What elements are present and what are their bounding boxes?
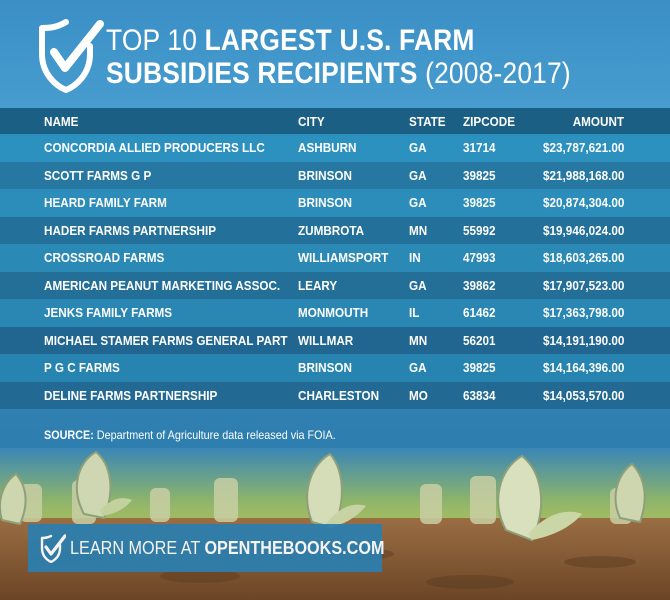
cell-zipcode: 47993 — [463, 250, 496, 266]
cell-city: MONMOUTH — [298, 305, 369, 321]
cell-zipcode: 39825 — [463, 195, 496, 211]
cell-city: BRINSON — [298, 167, 352, 183]
cell-city: ZUMBROTA — [298, 222, 365, 238]
cell-state: GA — [409, 360, 427, 376]
column-header-amount: AMOUNT — [572, 113, 624, 129]
cell-zipcode: 63834 — [463, 387, 496, 403]
cell-name: HEARD FAMILY FARM — [44, 195, 167, 211]
cell-state: MN — [409, 332, 428, 348]
column-header-name: NAME — [44, 113, 79, 129]
cell-city: ASHBURN — [298, 140, 357, 156]
cell-city: BRINSON — [298, 195, 352, 211]
cell-state: GA — [409, 277, 427, 293]
cell-zipcode: 55992 — [463, 222, 496, 238]
table-row: CROSSROAD FARMS WILLIAMSPORT IN 47993 $1… — [0, 244, 670, 272]
cell-state: IL — [409, 305, 420, 321]
cell-amount: $20,874,304.00 — [542, 195, 624, 211]
table-row: HEARD FAMILY FARM BRINSON GA 39825 $20,8… — [0, 189, 670, 217]
cell-amount: $14,053,570.00 — [542, 387, 624, 403]
cell-city: WILLIAMSPORT — [298, 250, 389, 266]
cell-amount: $17,363,798.00 — [542, 305, 624, 321]
cell-name: CROSSROAD FARMS — [44, 250, 165, 266]
cell-city: LEARY — [298, 277, 338, 293]
cell-name: DELINE FARMS PARTNERSHIP — [44, 387, 218, 403]
cell-state: MN — [409, 222, 428, 238]
cell-state: MO — [409, 387, 428, 403]
cell-amount: $18,603,265.00 — [542, 250, 624, 266]
cell-name: HADER FARMS PARTNERSHIP — [44, 222, 217, 238]
table-row: AMERICAN PEANUT MARKETING ASSOC. LEARY G… — [0, 271, 670, 299]
table-row: CONCORDIA ALLIED PRODUCERS LLC ASHBURN G… — [0, 134, 670, 162]
source-text: Department of Agriculture data released … — [93, 428, 336, 442]
table-row: P G C FARMS BRINSON GA 39825 $14,164,396… — [0, 354, 670, 382]
cell-amount: $14,164,396.00 — [542, 360, 624, 376]
table-row: DELINE FARMS PARTNERSHIP CHARLESTON MO 6… — [0, 381, 670, 409]
cell-state: GA — [409, 167, 427, 183]
cell-amount: $17,907,523.00 — [542, 277, 624, 293]
subsidies-table: NAME CITY STATE ZIPCODE AMOUNT CONCORDIA… — [0, 108, 670, 409]
cell-amount: $23,787,621.00 — [542, 140, 624, 156]
table-row: JENKS FAMILY FARMS MONMOUTH IL 61462 $17… — [0, 299, 670, 327]
cell-state: IN — [409, 250, 421, 266]
cell-name: AMERICAN PEANUT MARKETING ASSOC. — [44, 277, 281, 293]
checkmark-icon — [40, 534, 66, 563]
cell-name: JENKS FAMILY FARMS — [44, 305, 173, 321]
source-label: SOURCE: — [44, 428, 94, 442]
learn-more-link[interactable]: LEARN MORE AT OPENTHEBOOKS.COM — [70, 538, 384, 559]
cell-zipcode: 61462 — [463, 305, 496, 321]
cell-city: BRINSON — [298, 360, 352, 376]
cell-zipcode: 31714 — [463, 140, 496, 156]
header: TOP 10 LARGEST U.S. FARM SUBSIDIES RECIP… — [0, 0, 670, 108]
column-header-city: CITY — [298, 113, 325, 129]
title-prefix: TOP 10 — [106, 24, 205, 57]
cell-zipcode: 39825 — [463, 167, 496, 183]
cell-amount: $21,988,168.00 — [542, 167, 624, 183]
cell-name: SCOTT FARMS G P — [44, 167, 152, 183]
table-row: HADER FARMS PARTNERSHIP ZUMBROTA MN 5599… — [0, 216, 670, 244]
cell-zipcode: 56201 — [463, 332, 496, 348]
column-header-zipcode: ZIPCODE — [463, 113, 516, 129]
cell-zipcode: 39825 — [463, 360, 496, 376]
cell-city: WILLMAR — [298, 332, 354, 348]
source-note: SOURCE: Department of Agriculture data r… — [44, 428, 336, 442]
table-header-row: NAME CITY STATE ZIPCODE AMOUNT — [0, 108, 670, 134]
column-header-state: STATE — [409, 113, 446, 129]
cta-prefix: LEARN MORE AT — [70, 538, 205, 558]
cell-state: GA — [409, 195, 427, 211]
table-row: SCOTT FARMS G P BRINSON GA 39825 $21,988… — [0, 161, 670, 189]
cell-zipcode: 39862 — [463, 277, 496, 293]
title-bold-line2: SUBSIDIES RECIPIENTS — [106, 57, 418, 90]
cell-state: GA — [409, 140, 427, 156]
shield-checkmark-icon — [39, 19, 104, 93]
cell-name: CONCORDIA ALLIED PRODUCERS LLC — [44, 140, 265, 156]
table-row: MICHAEL STAMER FARMS GENERAL PART WILLMA… — [0, 326, 670, 354]
cell-name: P G C FARMS — [44, 360, 120, 376]
cell-amount: $19,946,024.00 — [542, 222, 624, 238]
page-title: TOP 10 LARGEST U.S. FARM SUBSIDIES RECIP… — [106, 24, 571, 90]
cell-city: CHARLESTON — [298, 387, 380, 403]
title-bold-line1: LARGEST U.S. FARM — [204, 24, 475, 57]
title-suffix: (2008-2017) — [417, 57, 571, 90]
cell-amount: $14,191,190.00 — [542, 332, 624, 348]
cta-site: OPENTHEBOOKS.COM — [204, 538, 385, 558]
cell-name: MICHAEL STAMER FARMS GENERAL PART — [44, 332, 288, 348]
learn-more-banner[interactable]: LEARN MORE AT OPENTHEBOOKS.COM — [28, 524, 384, 572]
